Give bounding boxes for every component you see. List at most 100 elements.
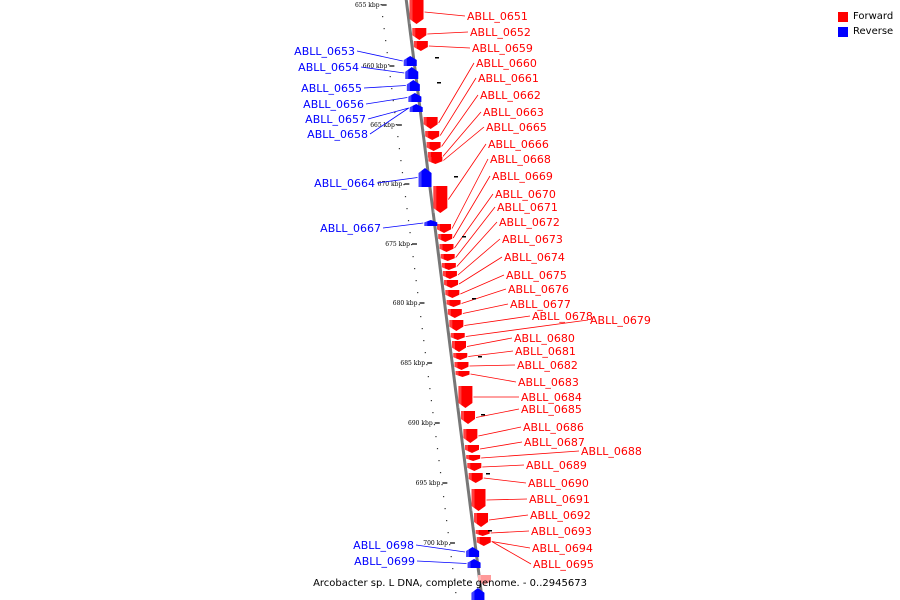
gene-label-reverse[interactable]: ABLL_0699 [354, 555, 415, 568]
gene-label-forward[interactable]: ABLL_0677 [510, 298, 571, 311]
gene-reverse[interactable] [405, 67, 419, 79]
gene-label-forward[interactable]: ABLL_0652 [470, 26, 531, 39]
gene-label-reverse[interactable]: ABLL_0655 [301, 82, 362, 95]
gene-reverse[interactable] [408, 93, 422, 102]
gene-shade [445, 290, 449, 298]
gene-label-forward[interactable]: ABLL_0693 [531, 525, 592, 538]
gene-label-forward[interactable]: ABLL_0659 [472, 42, 533, 55]
gene-label-forward[interactable]: ABLL_0660 [476, 57, 537, 70]
gene-label-forward[interactable]: ABLL_0666 [488, 138, 549, 151]
gene-shade [444, 280, 448, 288]
gene-forward[interactable] [475, 530, 490, 536]
gene-label-forward[interactable]: ABLL_0679 [590, 314, 651, 327]
gene-label-reverse[interactable]: ABLL_0657 [305, 113, 366, 126]
gene-label-forward[interactable]: ABLL_0676 [508, 283, 569, 296]
gene-shade [458, 386, 462, 408]
gene-label-forward[interactable]: ABLL_0675 [506, 269, 567, 282]
gene-reverse[interactable] [471, 588, 485, 600]
gene-forward[interactable] [455, 371, 470, 377]
gene-label-forward[interactable]: ABLL_0687 [524, 436, 585, 449]
gene-forward[interactable] [452, 341, 467, 352]
gene-forward[interactable] [425, 131, 440, 140]
gene-label-forward[interactable]: ABLL_0691 [529, 493, 590, 506]
gene-label-forward[interactable]: ABLL_0681 [515, 345, 576, 358]
gene-label-forward[interactable]: ABLL_0684 [521, 391, 582, 404]
gene-forward[interactable] [461, 411, 476, 424]
gene-label-forward[interactable]: ABLL_0690 [528, 477, 589, 490]
gene-forward[interactable] [439, 244, 454, 252]
gene-label-forward[interactable]: ABLL_0680 [514, 332, 575, 345]
gene-forward[interactable] [444, 280, 459, 288]
gene-label-forward[interactable]: ABLL_0686 [523, 421, 584, 434]
gene-label-reverse[interactable]: ABLL_0658 [307, 128, 368, 141]
gene-forward[interactable] [478, 575, 491, 585]
gene-forward[interactable] [442, 271, 457, 279]
gene-label-reverse[interactable]: ABLL_0664 [314, 177, 375, 190]
gene-label-leader [443, 126, 485, 161]
gene-label-reverse[interactable]: ABLL_0656 [303, 98, 364, 111]
gene-forward[interactable] [440, 254, 455, 261]
gene-forward[interactable] [467, 463, 482, 471]
gene-reverse[interactable] [418, 168, 432, 187]
gene-forward[interactable] [474, 513, 489, 527]
guide-dot [407, 220, 410, 222]
gene-forward[interactable] [458, 386, 473, 408]
gene-forward[interactable] [463, 429, 478, 443]
gene-forward[interactable] [449, 320, 464, 331]
gene-forward[interactable] [454, 362, 469, 370]
gene-forward[interactable] [466, 455, 481, 461]
gene-label-forward[interactable]: ABLL_0651 [467, 10, 528, 23]
gene-label-forward[interactable]: ABLL_0688 [581, 445, 642, 458]
feature-mark [462, 236, 466, 238]
gene-label-forward[interactable]: ABLL_0671 [497, 201, 558, 214]
gene-label-forward[interactable]: ABLL_0695 [533, 558, 594, 571]
gene-label-forward[interactable]: ABLL_0670 [495, 188, 556, 201]
gene-reverse[interactable] [409, 104, 423, 112]
gene-label-forward[interactable]: ABLL_0668 [490, 153, 551, 166]
gene-forward[interactable] [437, 224, 452, 233]
gene-reverse[interactable] [424, 220, 438, 226]
gene-forward[interactable] [446, 300, 461, 307]
gene-label-forward[interactable]: ABLL_0694 [532, 542, 593, 555]
gene-label-forward[interactable]: ABLL_0669 [492, 170, 553, 183]
gene-forward[interactable] [450, 333, 465, 340]
gene-forward[interactable] [413, 41, 428, 51]
gene-forward[interactable] [465, 445, 480, 453]
gene-label-forward[interactable]: ABLL_0685 [521, 403, 582, 416]
gene-forward[interactable] [476, 537, 491, 546]
gene-forward[interactable] [423, 117, 438, 129]
gene-label-forward[interactable]: ABLL_0683 [518, 376, 579, 389]
gene-label-forward[interactable]: ABLL_0673 [502, 233, 563, 246]
gene-label-forward[interactable]: ABLL_0672 [499, 216, 560, 229]
gene-reverse[interactable] [403, 56, 417, 66]
gene-label-reverse[interactable]: ABLL_0654 [298, 61, 359, 74]
gene-forward[interactable] [447, 309, 462, 318]
gene-label-reverse[interactable]: ABLL_0667 [320, 222, 381, 235]
gene-reverse[interactable] [406, 80, 420, 91]
gene-label-reverse[interactable]: ABLL_0653 [294, 45, 355, 58]
gene-reverse[interactable] [466, 547, 480, 557]
gene-label-forward[interactable]: ABLL_0689 [526, 459, 587, 472]
gene-forward[interactable] [471, 489, 486, 511]
gene-forward[interactable] [428, 157, 443, 164]
gene-forward[interactable] [438, 234, 453, 242]
gene-forward[interactable] [445, 290, 460, 298]
gene-label-forward[interactable]: ABLL_0682 [517, 359, 578, 372]
gene-label-forward[interactable]: ABLL_0662 [480, 89, 541, 102]
gene-forward[interactable] [409, 0, 424, 24]
gene-forward[interactable] [453, 353, 468, 360]
gene-reverse[interactable] [467, 559, 481, 568]
gene-forward[interactable] [433, 186, 448, 213]
gene-label-forward[interactable]: ABLL_0678 [532, 310, 593, 323]
gene-forward[interactable] [426, 142, 441, 151]
gene-forward[interactable] [441, 263, 456, 270]
gene-label-forward[interactable]: ABLL_0674 [504, 251, 565, 264]
gene-forward[interactable] [468, 473, 483, 483]
gene-label-forward[interactable]: ABLL_0661 [478, 72, 539, 85]
guide-dot [392, 100, 394, 102]
gene-label-forward[interactable]: ABLL_0665 [486, 121, 547, 134]
gene-forward[interactable] [412, 28, 427, 40]
gene-label-forward[interactable]: ABLL_0692 [530, 509, 591, 522]
gene-label-forward[interactable]: ABLL_0663 [483, 106, 544, 119]
gene-label-reverse[interactable]: ABLL_0698 [353, 539, 414, 552]
